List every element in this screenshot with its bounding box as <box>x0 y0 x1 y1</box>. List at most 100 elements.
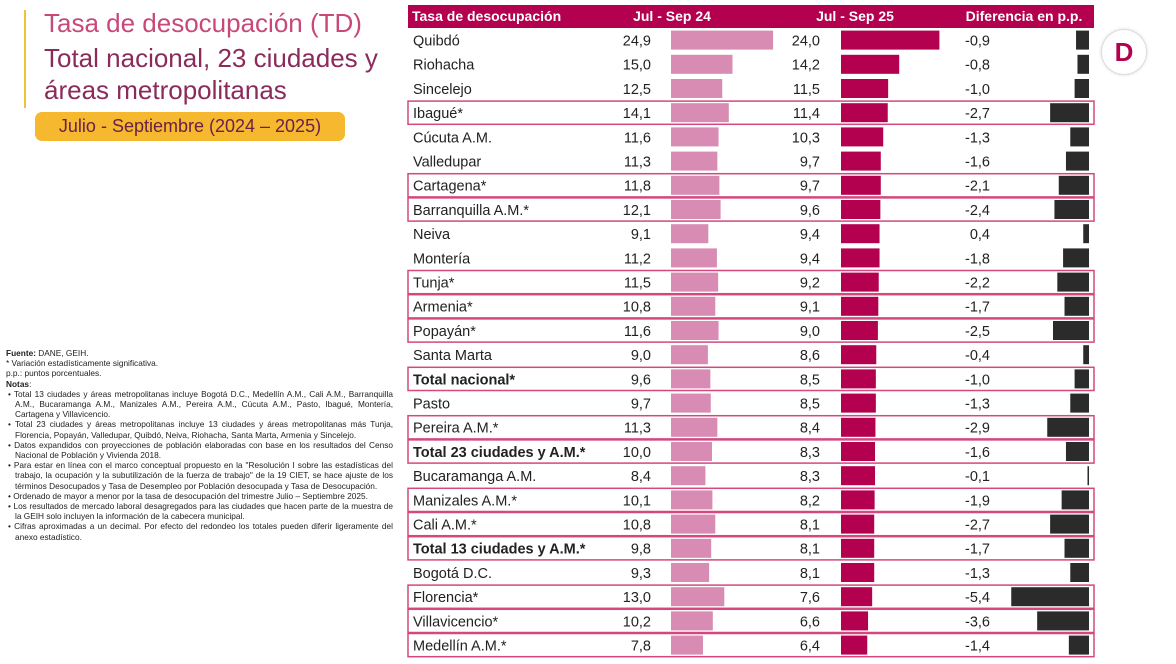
title-accent-line <box>24 10 26 108</box>
bar-2024 <box>671 345 708 365</box>
bar-2024 <box>671 296 716 316</box>
row-label: Riohacha <box>413 58 475 74</box>
bar-2024 <box>671 272 719 292</box>
note-bullet: • Total 13 ciudades y áreas metropolitan… <box>8 388 393 420</box>
note-bullet: • Datos expandidos con proyecciones de p… <box>8 439 393 461</box>
row-highlight-box <box>407 318 1095 343</box>
bar-difference <box>1064 538 1089 558</box>
value-2025: 8,1 <box>800 542 820 558</box>
bar-difference <box>1053 321 1089 340</box>
value-difference: -1,6 <box>965 445 990 461</box>
row-highlight-box <box>407 535 1095 561</box>
value-2025: 6,6 <box>800 614 820 630</box>
bar-2025 <box>841 321 878 340</box>
notes-heading: Notas: <box>6 378 32 389</box>
value-difference: -1,8 <box>965 251 990 267</box>
row-highlight-box <box>407 511 1095 537</box>
value-2025: 8,5 <box>800 372 820 388</box>
value-difference: -0,8 <box>965 58 990 74</box>
bar-2025 <box>841 151 881 171</box>
bar-2025 <box>841 248 880 268</box>
value-2024: 11,5 <box>624 276 651 292</box>
value-2024: 13,0 <box>623 590 651 606</box>
bar-difference <box>1050 103 1089 123</box>
bar-2024 <box>671 393 711 413</box>
row-label: Manizales A.M.* <box>413 493 517 509</box>
bar-2024 <box>671 514 716 534</box>
value-2025: 9,4 <box>800 251 820 267</box>
value-2024: 11,2 <box>624 251 651 267</box>
row-highlight-box <box>407 632 1095 658</box>
bar-2025 <box>841 538 875 558</box>
value-2025: 9,2 <box>800 276 820 292</box>
value-difference: -3,6 <box>965 614 990 630</box>
row-highlight-box <box>407 487 1095 513</box>
bar-difference <box>1054 200 1089 219</box>
bar-2025 <box>841 345 877 365</box>
source-line: Fuente: DANE, GEIH. <box>6 348 393 358</box>
row-label: Bogotá D.C. <box>413 566 492 582</box>
page-title: Tasa de desocupación (TD) <box>44 8 362 38</box>
bar-difference <box>1070 393 1089 413</box>
bar-difference <box>1037 611 1089 631</box>
period-badge: Julio - Septiembre (2024 – 2025) <box>35 112 345 141</box>
bar-2025 <box>841 466 876 486</box>
value-difference: -1,7 <box>965 542 990 558</box>
bar-2025 <box>841 30 940 50</box>
row-label: Pasto <box>413 397 450 413</box>
value-2024: 12,1 <box>623 203 651 219</box>
row-highlight-box <box>407 197 1095 222</box>
value-2024: 9,7 <box>631 397 651 413</box>
bar-difference <box>1074 369 1089 389</box>
bar-2024 <box>671 175 720 195</box>
bar-2025 <box>841 490 875 510</box>
bar-2025 <box>841 417 876 437</box>
value-2024: 10,8 <box>623 300 651 316</box>
value-2024: 7,8 <box>631 639 651 655</box>
value-difference: -1,3 <box>965 130 990 146</box>
value-2025: 8,1 <box>800 518 820 534</box>
value-difference: -1,3 <box>965 397 990 413</box>
value-difference: -5,4 <box>965 590 990 606</box>
notes-block: Fuente: DANE, GEIH. * Variación estadíst… <box>6 348 393 542</box>
value-2024: 10,8 <box>623 518 651 534</box>
value-difference: -2,7 <box>965 106 990 122</box>
bar-2025 <box>841 175 881 195</box>
column-header: Jul - Sep 25 <box>816 8 894 24</box>
row-highlight-box <box>407 172 1095 198</box>
bar-2025 <box>841 296 879 316</box>
value-difference: -0,9 <box>965 34 990 50</box>
bar-difference <box>1065 442 1089 461</box>
value-2024: 8,4 <box>631 469 651 485</box>
value-2024: 10,2 <box>623 614 651 630</box>
row-label: Armenia* <box>413 300 473 316</box>
bar-2024 <box>671 248 717 268</box>
value-2024: 9,6 <box>631 372 651 388</box>
row-highlight-box <box>407 414 1095 440</box>
bar-2024 <box>671 30 774 50</box>
bar-difference <box>1074 79 1089 98</box>
bar-2024 <box>671 442 712 461</box>
bar-difference <box>1076 30 1089 50</box>
bar-2024 <box>671 103 729 123</box>
bar-2024 <box>671 538 712 558</box>
row-label: Popayán* <box>413 324 476 340</box>
column-header: Diferencia en p.p. <box>966 8 1083 24</box>
value-2024: 9,1 <box>631 227 651 243</box>
row-label: Florencia* <box>413 590 479 606</box>
row-label: Barranquilla A.M.* <box>413 203 529 219</box>
value-2024: 10,1 <box>623 493 651 509</box>
bar-2024 <box>671 151 718 171</box>
bar-2025 <box>841 200 881 219</box>
value-difference: -0,4 <box>965 348 990 364</box>
bar-difference <box>1064 296 1089 316</box>
row-highlight-box <box>407 293 1095 319</box>
value-2024: 10,0 <box>623 445 651 461</box>
value-2025: 8,5 <box>800 397 820 413</box>
value-2024: 11,8 <box>624 179 651 195</box>
bar-difference <box>1087 466 1089 486</box>
bar-difference <box>1058 175 1089 195</box>
bar-2025 <box>841 442 876 461</box>
value-2025: 9,1 <box>800 300 820 316</box>
